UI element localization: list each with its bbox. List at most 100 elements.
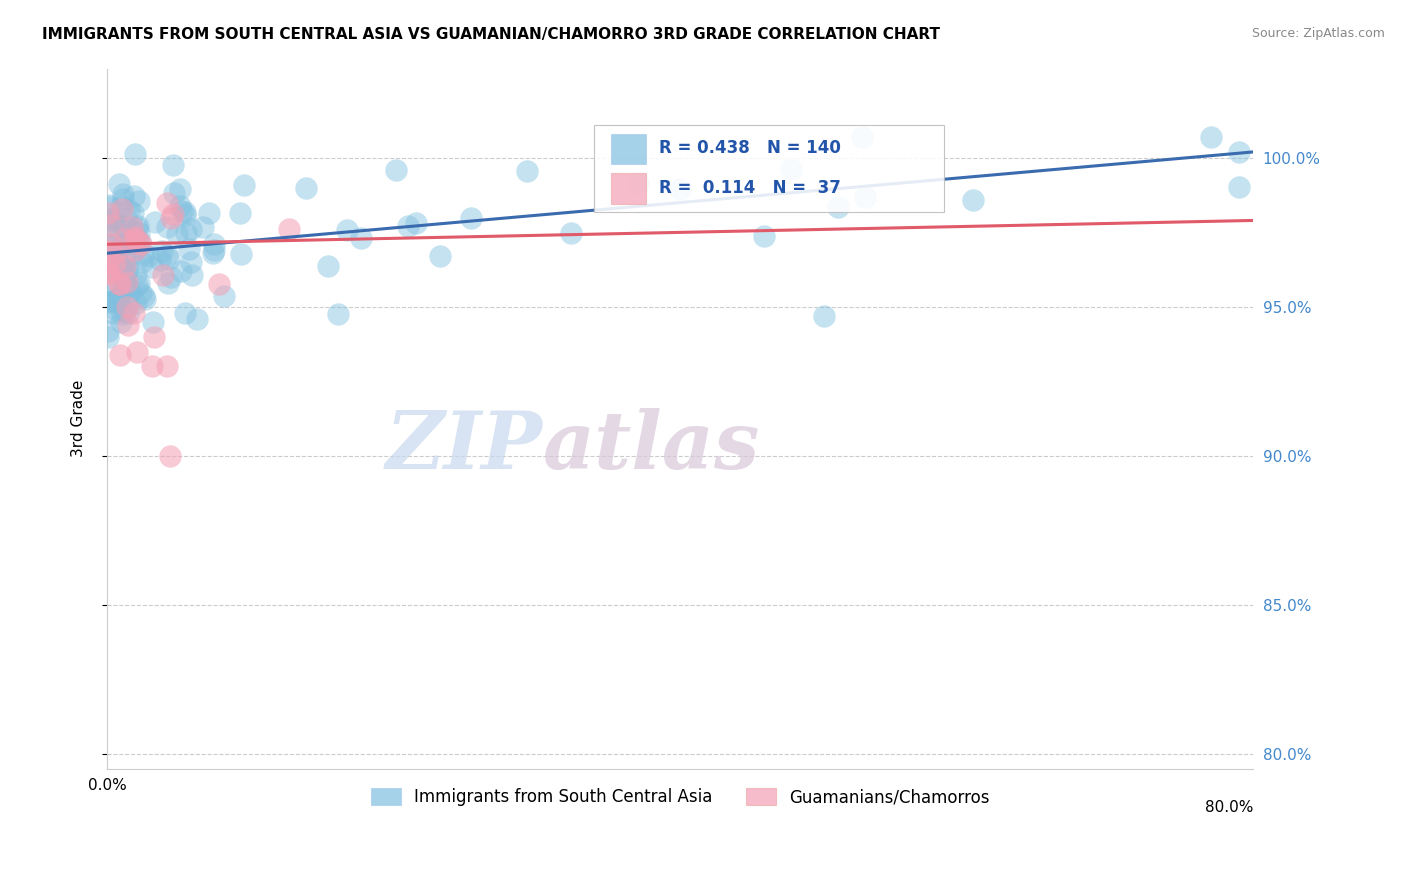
Point: [104, 214, 127, 228]
Point: [336, 223, 359, 237]
Point: [101, 212, 124, 227]
Point: [149, 253, 172, 268]
Point: [122, 232, 145, 246]
Point: [174, 208, 197, 222]
Point: [813, 309, 835, 323]
Point: [1227, 180, 1250, 194]
Point: [132, 289, 155, 303]
Point: [107, 288, 129, 302]
Point: [202, 243, 225, 257]
Point: [143, 215, 166, 229]
Point: [104, 293, 127, 308]
Point: [350, 231, 373, 245]
Text: IMMIGRANTS FROM SOUTH CENTRAL ASIA VS GUAMANIAN/CHAMORRO 3RD GRADE CORRELATION C: IMMIGRANTS FROM SOUTH CENTRAL ASIA VS GU…: [42, 27, 941, 42]
Point: [125, 277, 148, 292]
Text: ZIP: ZIP: [385, 408, 543, 485]
Point: [112, 276, 135, 290]
Point: [962, 193, 984, 207]
Point: [174, 205, 197, 219]
Point: [180, 222, 202, 236]
Point: [118, 233, 141, 247]
Point: [429, 249, 451, 263]
Point: [155, 195, 177, 210]
Text: R =  0.114   N =  37: R = 0.114 N = 37: [659, 178, 841, 196]
Point: [111, 202, 134, 217]
Point: [103, 279, 125, 293]
Point: [108, 277, 131, 292]
Point: [114, 232, 136, 246]
Point: [111, 186, 134, 201]
Point: [110, 315, 132, 329]
Point: [668, 182, 690, 196]
Point: [124, 230, 146, 244]
Point: [110, 240, 132, 254]
Point: [111, 192, 134, 206]
Point: [114, 267, 136, 281]
Point: [152, 268, 174, 282]
Point: [111, 307, 134, 321]
Point: [1227, 145, 1250, 159]
Point: [156, 220, 179, 235]
Bar: [612, 173, 645, 203]
Point: [156, 276, 179, 290]
Point: [98, 238, 121, 252]
Point: [103, 293, 125, 308]
Point: [97, 205, 120, 219]
Point: [405, 216, 427, 230]
Point: [131, 254, 153, 268]
Point: [157, 252, 180, 267]
Point: [114, 225, 136, 239]
Point: [134, 292, 156, 306]
Point: [201, 246, 224, 260]
Point: [115, 211, 138, 226]
Point: [127, 220, 149, 235]
Point: [108, 177, 131, 191]
Point: [156, 359, 179, 374]
Point: [97, 330, 120, 344]
Point: [326, 307, 349, 321]
Text: 80.0%: 80.0%: [1205, 800, 1253, 815]
Text: atlas: atlas: [543, 408, 759, 485]
Bar: [612, 134, 645, 164]
Point: [97, 237, 120, 252]
Point: [125, 344, 148, 359]
Point: [108, 277, 131, 291]
Point: [198, 205, 221, 219]
Point: [156, 248, 179, 262]
Point: [107, 290, 129, 304]
Point: [118, 202, 141, 217]
Point: [128, 226, 150, 240]
Point: [128, 194, 150, 208]
Point: [100, 293, 122, 308]
Point: [277, 222, 299, 236]
Point: [98, 255, 121, 269]
Point: [169, 199, 191, 213]
Point: [174, 226, 197, 240]
Point: [124, 243, 146, 257]
Point: [110, 199, 132, 213]
Point: [128, 276, 150, 290]
Point: [142, 315, 165, 329]
Point: [107, 260, 129, 274]
Point: [124, 306, 146, 320]
Point: [233, 178, 256, 193]
FancyBboxPatch shape: [595, 125, 943, 212]
Point: [186, 311, 208, 326]
Point: [170, 263, 193, 277]
Point: [853, 189, 876, 203]
Point: [97, 324, 120, 338]
Point: [827, 200, 849, 214]
Point: [104, 259, 127, 273]
Point: [1199, 130, 1222, 145]
Point: [110, 262, 132, 277]
Point: [100, 237, 122, 252]
Point: [316, 259, 339, 273]
Point: [101, 211, 124, 225]
Point: [191, 220, 214, 235]
Y-axis label: 3rd Grade: 3rd Grade: [72, 380, 86, 458]
Point: [114, 304, 136, 318]
Point: [104, 256, 127, 270]
Point: [141, 260, 163, 274]
Point: [125, 234, 148, 248]
Point: [516, 164, 538, 178]
